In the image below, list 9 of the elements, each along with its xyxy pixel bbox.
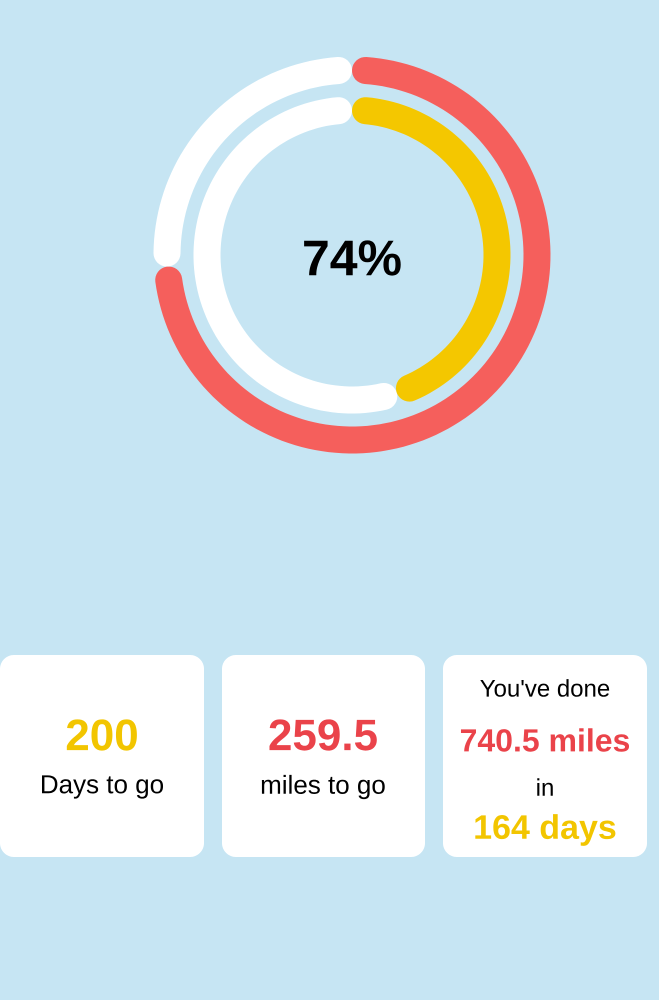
text: 740.5 miles bbox=[460, 728, 630, 752]
text: 259.5 bbox=[269, 719, 377, 751]
text: You've done bbox=[480, 679, 610, 697]
text: 74% bbox=[304, 240, 401, 276]
text: miles to go bbox=[262, 774, 385, 800]
text: Days to go bbox=[42, 775, 164, 799]
text: 164 days bbox=[475, 814, 616, 846]
text: 200 bbox=[66, 719, 137, 751]
text: in bbox=[537, 778, 553, 796]
